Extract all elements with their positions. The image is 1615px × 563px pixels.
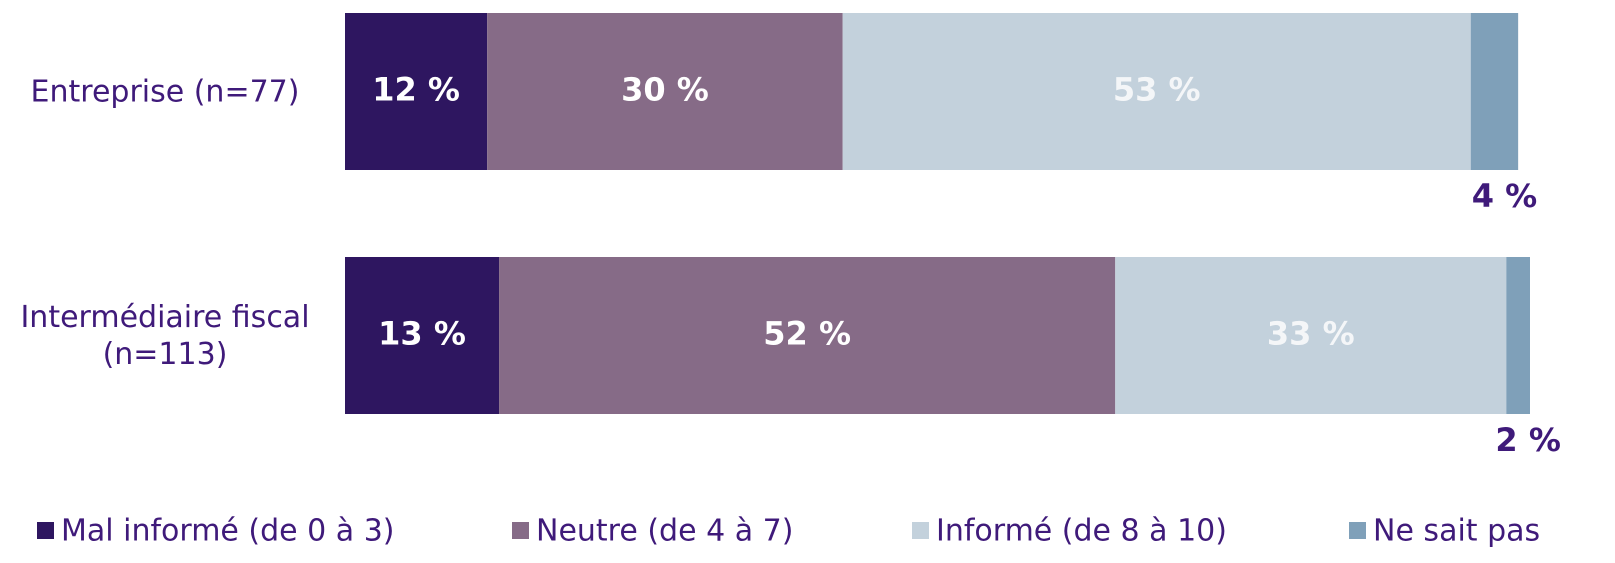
bar-segment <box>1506 257 1530 414</box>
bar-segment <box>345 257 500 414</box>
legend-swatch <box>1349 522 1366 539</box>
legend-swatch <box>912 522 929 539</box>
value-label: 30 % <box>621 71 709 109</box>
bar-segment <box>1470 13 1519 170</box>
value-label: 33 % <box>1267 315 1355 353</box>
value-label: 13 % <box>378 315 466 353</box>
legend-label: Ne sait pas <box>1373 514 1540 549</box>
value-label: 52 % <box>763 315 851 353</box>
value-label: 53 % <box>1113 71 1201 109</box>
bar-segment <box>487 13 843 170</box>
bar-segment <box>499 257 1116 414</box>
value-label: 2 % <box>1495 421 1560 459</box>
value-label: 12 % <box>372 71 460 109</box>
bar-segment <box>345 13 488 170</box>
bar-segment <box>1115 257 1507 414</box>
legend-label: Neutre (de 4 à 7) <box>536 514 793 549</box>
legend-swatch <box>37 522 54 539</box>
bar-segment <box>842 13 1471 170</box>
category-label: Entreprise (n=77) <box>30 74 300 109</box>
value-label: 4 % <box>1472 177 1537 215</box>
category-label: Intermédiaire fiscal (n=113) <box>20 299 310 372</box>
legend-label: Mal informé (de 0 à 3) <box>61 514 395 549</box>
legend-swatch <box>512 522 529 539</box>
legend-label: Informé (de 8 à 10) <box>936 514 1227 549</box>
